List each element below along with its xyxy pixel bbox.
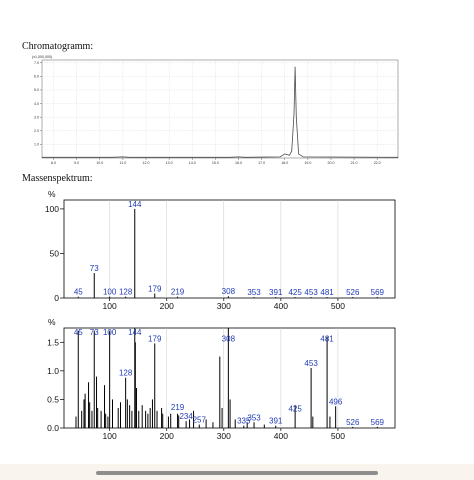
ms-peak-label: 569 — [371, 288, 385, 297]
ms-yunit: % — [48, 189, 56, 199]
ms-xtick-label: 400 — [274, 301, 288, 311]
ms-zoom-peak-label: 308 — [222, 334, 236, 343]
chromatogram-trace — [42, 66, 399, 158]
ms-zoom-peak-label: 144 — [128, 328, 142, 337]
ms-zoom-xtick-label: 100 — [103, 431, 117, 441]
ms-ytick-label: 0 — [54, 293, 59, 303]
ms-zoom-peak-label: 257 — [193, 416, 207, 425]
spectrum-heading: Massenspektrum: — [22, 173, 93, 184]
ms-peak-label: 219 — [171, 288, 185, 297]
ms-xtick-label: 300 — [217, 301, 231, 311]
ms-xtick-label: 200 — [160, 301, 174, 311]
ms-peak-label: 45 — [74, 288, 83, 297]
chromatogram-ytick-label: 3.0 — [34, 115, 39, 119]
chromatogram-ytick-label: 1.0 — [34, 143, 39, 147]
ms-peak-label: 453 — [304, 288, 318, 297]
chromatogram-xtick-label: 13.0 — [166, 161, 173, 165]
chromatogram-xtick-label: 17.0 — [258, 161, 265, 165]
home-indicator[interactable] — [96, 471, 378, 475]
ms-peak-label: 481 — [320, 288, 334, 297]
chromatogram-xtick-label: 15.0 — [212, 161, 219, 165]
chromatogram-ytick-label: 4.0 — [34, 102, 39, 106]
ms-peak-label: 391 — [269, 288, 283, 297]
ms-frame — [63, 199, 396, 299]
ms-zoom-ytick-label: 0.0 — [47, 423, 59, 433]
ms-peak-label: 100 — [103, 288, 117, 297]
ms-ytick-label: 100 — [45, 204, 59, 214]
ms-peak-label: 308 — [222, 287, 236, 296]
ms-ytick-label: 50 — [50, 248, 60, 258]
ms-zoom-peak-label: 45 — [74, 328, 83, 337]
chromatogram-xtick-label: 20.0 — [327, 161, 334, 165]
chromatogram-xtick-label: 11.0 — [120, 161, 127, 165]
ms-zoom-ytick-label: 1.5 — [47, 337, 59, 347]
chromatogram-ytick-label: 7.0 — [34, 61, 39, 65]
ms-peak-label: 128 — [119, 288, 133, 297]
ms-zoom-peak-label: 335 — [237, 417, 251, 426]
chromatogram-xtick-label: 10.0 — [96, 161, 103, 165]
chromatogram-frame — [41, 59, 399, 159]
ms-zoom-peak-label: 496 — [329, 397, 343, 406]
chromatogram-xtick-label: 16.0 — [235, 161, 242, 165]
chromatogram-ytick-label: 5.0 — [34, 88, 39, 92]
chromatogram-heading: Chromatogramm: — [22, 41, 94, 52]
chromatogram-xtick-label: 21.0 — [351, 161, 358, 165]
chromatogram-xtick-label: 22.0 — [374, 161, 381, 165]
chromatogram-xtick-label: 9.0 — [74, 161, 79, 165]
ms-zoom-yunit: % — [48, 317, 56, 327]
ms-zoom-frame — [63, 327, 396, 429]
chromatogram-scale-label: (x1,000,000) — [32, 55, 52, 59]
chromatogram-ytick-label: 2.0 — [34, 129, 39, 133]
ms-zoom-peak-label: 100 — [103, 328, 117, 337]
chromatogram-xtick-label: 18.0 — [281, 161, 288, 165]
ms-zoom-peak-label: 353 — [247, 413, 261, 422]
chromatogram-xtick-label: 8.0 — [51, 161, 56, 165]
ms-zoom-peak-label: 425 — [288, 405, 302, 414]
ms-zoom-xtick-label: 200 — [160, 431, 174, 441]
ms-xtick-label: 100 — [103, 301, 117, 311]
chromatogram-xtick-label: 12.0 — [143, 161, 150, 165]
ms-zoom-peak-label: 391 — [269, 417, 283, 426]
ms-zoom-ytick-label: 1.0 — [47, 366, 59, 376]
ms-zoom-peak-label: 453 — [304, 359, 318, 368]
ms-peak-label: 353 — [247, 288, 261, 297]
ms-peak-label: 425 — [288, 288, 302, 297]
ms-peak-label: 526 — [346, 288, 360, 297]
ms-xtick-label: 500 — [331, 301, 345, 311]
chromatogram-ytick-label: 6.0 — [34, 75, 39, 79]
ms-zoom-peak-label: 234 — [179, 412, 193, 421]
ms-peak-label: 144 — [128, 200, 142, 209]
ms-zoom-peak-label: 569 — [371, 418, 385, 427]
ms-zoom-ytick-label: 0.5 — [47, 394, 59, 404]
ms-zoom-peak-label: 179 — [148, 334, 162, 343]
ms-zoom-peak-label: 128 — [119, 369, 133, 378]
chromatogram-xtick-label: 14.0 — [189, 161, 196, 165]
ms-peak-label: 179 — [148, 285, 162, 294]
ms-zoom-peak-label: 526 — [346, 418, 360, 427]
ms-zoom-xtick-label: 300 — [217, 431, 231, 441]
ms-peak-label: 73 — [90, 264, 99, 273]
ms-zoom-peak-label: 73 — [90, 328, 99, 337]
ms-zoom-xtick-label: 500 — [331, 431, 345, 441]
chromatogram-xtick-label: 19.0 — [304, 161, 311, 165]
ms-zoom-peak-label: 481 — [320, 334, 334, 343]
ms-zoom-xtick-label: 400 — [274, 431, 288, 441]
ms-zoom-peak-label: 219 — [171, 403, 185, 412]
